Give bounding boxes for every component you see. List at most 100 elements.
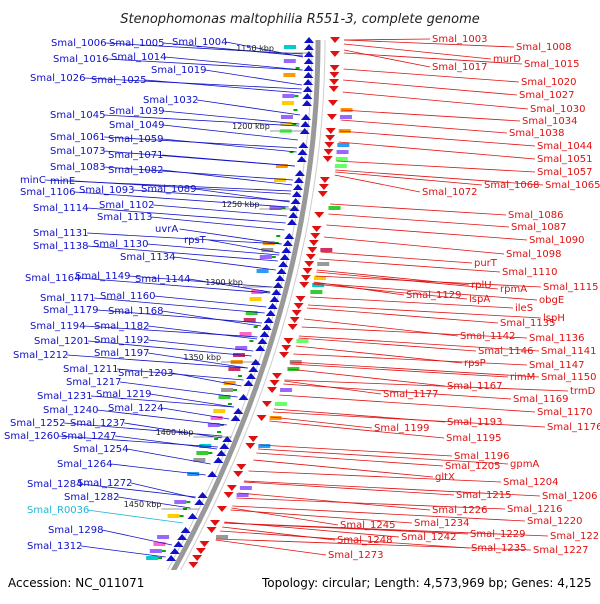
gene-feature-box <box>328 206 341 210</box>
left-gene-label: Smal_1219 <box>96 389 151 400</box>
gc-tick <box>186 501 191 503</box>
right-gene-arrow <box>299 282 310 288</box>
left-gene-label: Smal_1059 <box>108 134 163 145</box>
position-mark-label: 1150 kbp <box>236 44 274 53</box>
right-gene-arrow <box>325 128 336 134</box>
footer-background <box>0 570 600 600</box>
left-gene-label: Smal_1045 <box>50 110 105 121</box>
left-gene-arrow <box>303 44 314 50</box>
left-gene-label: Smal_1237 <box>70 418 125 429</box>
left-leader-line <box>97 409 227 426</box>
right-gene-label: Smal_1147 <box>529 360 584 371</box>
left-gene-label: rpsT <box>184 235 207 246</box>
left-leader-line <box>195 188 290 203</box>
right-gene-label: rimM <box>510 372 535 383</box>
gene-feature-box <box>282 94 295 98</box>
left-gene-label: Smal_1211 <box>63 364 118 375</box>
left-gene-arrow <box>255 345 266 351</box>
left-gene-label: Smal_1083 <box>50 162 105 173</box>
left-gene-arrow <box>279 254 290 260</box>
right-gene-label: Smal_1008 <box>516 42 571 53</box>
right-gene-arrow <box>248 436 259 442</box>
left-gene-label: Smal_1131 <box>33 228 88 239</box>
left-leader-line <box>97 309 262 324</box>
right-gene-arrow <box>206 527 217 533</box>
gene-feature-box <box>296 339 309 343</box>
left-gene-label: Smal_R0036 <box>27 505 89 516</box>
right-leader-line <box>343 68 520 83</box>
right-gene-label: Smal_1226 <box>432 505 487 516</box>
right-leader-line <box>224 521 400 538</box>
gc-tick <box>249 340 254 342</box>
left-leader-line <box>133 189 290 202</box>
left-leader-line <box>150 393 234 408</box>
gc-tick <box>158 557 163 559</box>
left-gene-label: Smal_1032 <box>143 95 198 106</box>
left-gene-label: Smal_1149 <box>75 271 130 282</box>
right-gene-arrow <box>236 464 247 470</box>
right-gene-arrow <box>283 338 294 344</box>
left-leader-line <box>58 435 218 448</box>
left-gene-label: Smal_1071 <box>108 150 163 161</box>
left-gene-arrow <box>282 240 293 246</box>
right-gene-arrow <box>279 352 290 358</box>
accession-text: Accession: NC_011071 <box>8 576 144 590</box>
left-leader-line <box>154 295 267 308</box>
right-gene-label: ileS <box>515 303 533 314</box>
left-gene-arrow <box>245 373 256 379</box>
right-gene-label: Smal_1015 <box>524 59 579 70</box>
left-leader-line <box>118 496 191 509</box>
right-gene-arrow <box>256 415 267 421</box>
gene-feature-box <box>239 332 252 336</box>
right-gene-arrow <box>210 520 221 526</box>
left-leader-line <box>208 239 280 254</box>
right-gene-label: murD <box>493 54 521 65</box>
left-leader-line <box>81 545 166 558</box>
left-gene-label: minC <box>20 175 46 186</box>
left-leader-line <box>111 463 206 476</box>
right-gene-label: Smal_1220 <box>527 516 582 527</box>
left-leader-line <box>162 310 262 327</box>
left-gene-label: Smal_1182 <box>94 321 149 332</box>
left-gene-label: Smal_1160 <box>100 291 155 302</box>
left-leader-line <box>163 110 300 125</box>
gene-feature-box <box>283 73 296 77</box>
right-leader-line <box>307 304 542 319</box>
left-gene-label: Smal_1016 <box>53 54 108 65</box>
left-gene-label: Smal_1264 <box>57 459 112 470</box>
right-gene-label: Smal_1229 <box>470 529 525 540</box>
right-leader-line <box>248 470 502 483</box>
left-gene-arrow <box>233 408 244 414</box>
right-gene-label: Smal_1234 <box>414 518 469 529</box>
right-leader-line <box>343 52 523 65</box>
right-gene-label: Smal_1170 <box>537 407 592 418</box>
left-gene-arrow <box>276 268 287 274</box>
right-gene-label: rpsP <box>464 358 486 369</box>
left-gene-arrow <box>300 114 311 120</box>
right-gene-arrow <box>223 492 234 498</box>
right-gene-label: Smal_1199 <box>374 423 429 434</box>
gene-feature-box <box>218 395 231 399</box>
gene-feature-box <box>317 262 330 266</box>
left-leader-line <box>189 278 271 293</box>
gene-feature-box <box>239 486 252 490</box>
right-gene-arrow <box>304 261 315 267</box>
left-gene-label: Smal_1113 <box>97 212 152 223</box>
right-gene-arrow <box>300 275 311 281</box>
right-gene-label: Smal_1176 <box>547 422 600 433</box>
right-leader-line <box>272 411 546 428</box>
left-gene-arrow <box>286 219 297 225</box>
left-leader-line <box>148 352 248 369</box>
left-gene-label: Smal_1073 <box>50 146 105 157</box>
gc-tick <box>253 326 258 328</box>
right-gene-label: gltX <box>435 472 455 483</box>
right-gene-label: Smal_1135 <box>500 318 555 329</box>
right-leader-line <box>216 538 532 551</box>
right-gene-arrow <box>291 310 302 316</box>
right-leader-line <box>270 416 373 429</box>
left-gene-arrow <box>281 247 292 253</box>
left-leader-line <box>179 228 282 245</box>
left-leader-line <box>87 232 282 245</box>
